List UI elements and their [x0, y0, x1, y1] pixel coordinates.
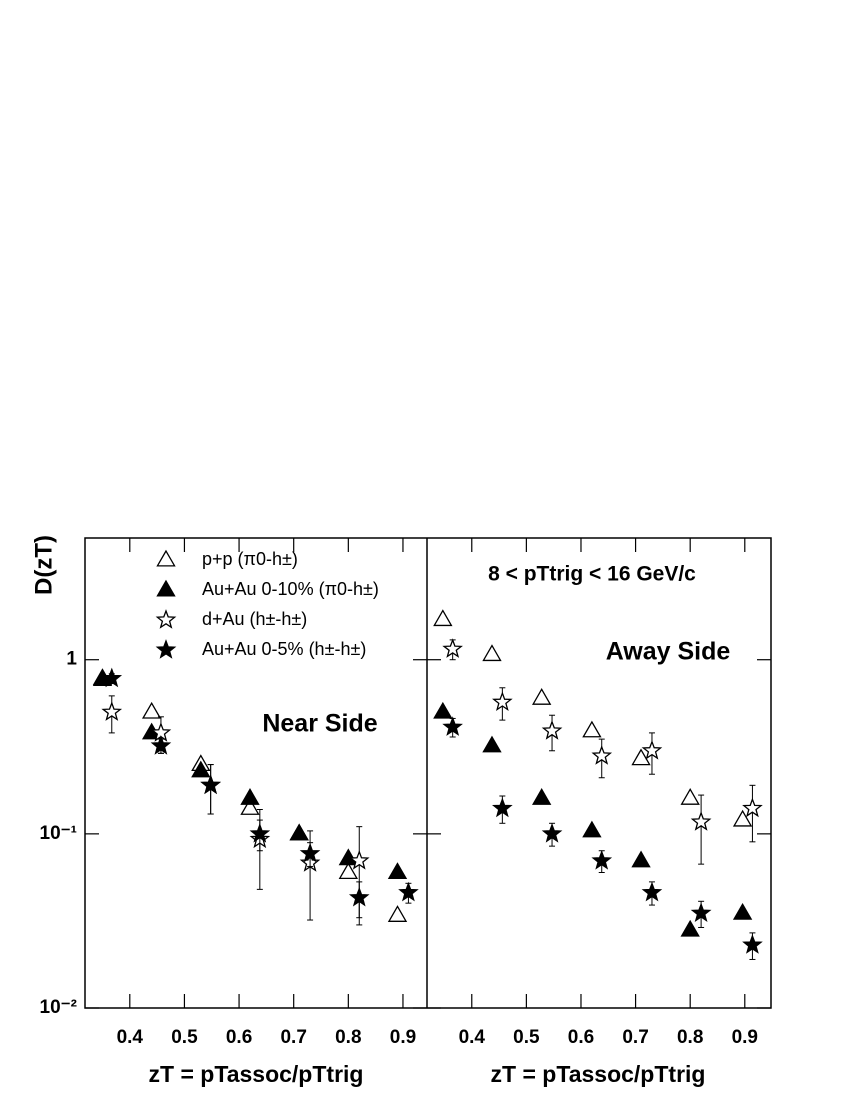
x-tick-label: 0.5: [171, 1027, 198, 1048]
marker: [289, 823, 309, 841]
marker: [541, 720, 563, 740]
x-tick-label: 0.7: [622, 1027, 648, 1048]
legend-label: d+Au (h±-h±): [202, 609, 307, 629]
marker: [690, 811, 712, 831]
legend-label: p+p (π0-h±): [202, 549, 298, 569]
x-tick-label: 0.7: [280, 1027, 306, 1048]
marker: [482, 644, 502, 662]
x-axis-label: zT = pTassoc/pTtrig: [491, 1061, 706, 1087]
annotation: Near Side: [262, 710, 377, 738]
marker: [492, 691, 513, 712]
marker: [101, 667, 123, 688]
x-tick-label: 0.6: [568, 1027, 594, 1048]
x-axis-label: zT = pTassoc/pTtrig: [149, 1061, 364, 1087]
x-tick-label: 0.4: [117, 1027, 144, 1048]
marker: [631, 748, 651, 766]
marker: [348, 849, 370, 870]
y-tick-label: 1: [66, 649, 77, 670]
x-tick-label: 0.4: [459, 1027, 486, 1048]
marker: [742, 934, 763, 954]
marker: [732, 809, 753, 827]
marker: [482, 735, 502, 753]
marker: [591, 849, 613, 870]
marker: [591, 745, 613, 765]
y-tick-label: 10⁻¹: [40, 823, 78, 844]
marker: [156, 579, 176, 597]
marker: [442, 716, 463, 736]
legend-label: Au+Au 0-5% (h±-h±): [202, 639, 366, 659]
subtitle: 8 < pTtrig < 16 GeV/c: [488, 563, 696, 586]
marker: [742, 797, 763, 818]
marker: [732, 902, 753, 920]
x-tick-label: 0.8: [677, 1027, 703, 1048]
marker: [101, 701, 123, 721]
marker: [492, 797, 513, 818]
marker: [442, 638, 463, 658]
marker: [155, 609, 177, 629]
marker: [249, 823, 271, 843]
marker: [387, 905, 408, 922]
marker: [299, 842, 321, 863]
marker: [156, 549, 176, 567]
marker: [240, 788, 260, 805]
marker: [680, 919, 700, 937]
marker: [191, 760, 211, 778]
marker: [398, 881, 419, 902]
y-axis-label: D(zT): [30, 535, 57, 595]
marker: [641, 881, 663, 902]
x-tick-label: 0.8: [335, 1027, 361, 1048]
marker: [582, 820, 602, 838]
marker: [155, 639, 177, 659]
marker: [641, 739, 663, 760]
x-tick-label: 0.6: [226, 1027, 252, 1048]
marker: [631, 850, 651, 868]
marker: [433, 609, 453, 627]
marker: [348, 886, 370, 907]
legend-label: Au+Au 0-10% (π0-h±): [202, 579, 379, 599]
marker: [531, 688, 552, 705]
marker: [338, 862, 359, 879]
x-tick-label: 0.9: [390, 1027, 416, 1048]
frame: [84, 537, 772, 1009]
marker: [680, 788, 700, 805]
x-tick-label: 0.9: [732, 1027, 758, 1048]
y-tick-label: 10⁻²: [40, 997, 78, 1018]
marker: [141, 701, 162, 719]
marker: [690, 902, 712, 923]
marker: [531, 788, 552, 805]
marker: [433, 701, 453, 719]
x-tick-label: 0.5: [513, 1027, 540, 1048]
marker: [200, 774, 221, 795]
marker: [541, 823, 563, 843]
marker: [338, 848, 359, 866]
marker: [582, 720, 602, 738]
marker: [240, 798, 260, 815]
marker: [387, 862, 408, 879]
annotation: Away Side: [606, 638, 731, 666]
marker: [150, 735, 172, 755]
